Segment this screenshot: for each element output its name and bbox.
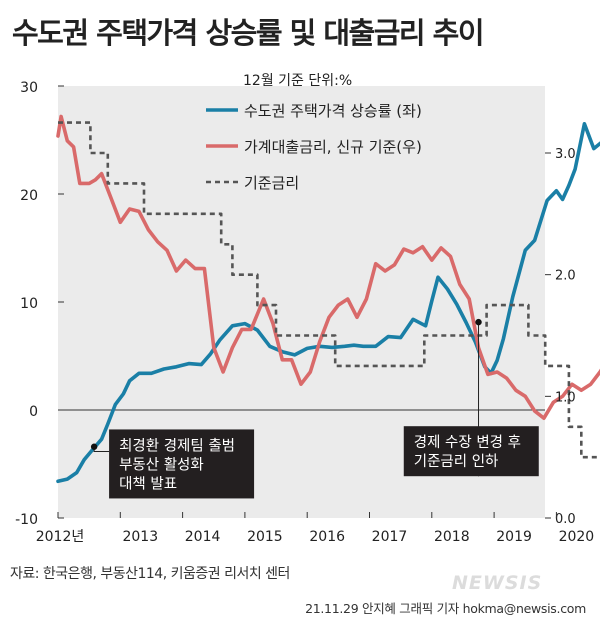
y-left-tick-label: -10 — [15, 512, 38, 528]
source-note: 자료: 한국은행, 부동산114, 키움증권 리서치 센터 — [10, 566, 290, 582]
y-left-tick-label: 0 — [29, 404, 38, 420]
y-right-tick-label: 0.0 — [555, 512, 576, 527]
x-tick-label: 2020 — [559, 529, 595, 545]
x-tick-label: 2018 — [434, 529, 470, 545]
annotation-choi-box — [109, 429, 255, 499]
chart-svg: 30 20 10 0 -10 3.0 2.0 1.0 0.0 2012년 2013 2014 2015 2… — [15, 73, 600, 545]
y-right-tick-label: 3.0 — [555, 147, 576, 162]
unit-note: 12월 기준 단위:% — [243, 73, 352, 89]
x-tick-label: 2016 — [309, 529, 345, 545]
annotation-choi-marker — [90, 443, 98, 450]
y-left-tick-label: 20 — [20, 188, 38, 204]
legend-label-0: 수도권 주택가격 상승률 (좌) — [244, 102, 422, 120]
y-right-tick-label: 1.0 — [555, 390, 576, 405]
y-left-tick-label: 10 — [20, 296, 38, 312]
annotation-policy-text: 경제 수장 변경 후 — [414, 434, 521, 451]
annotation-choi-text: 부동산 활성화 — [119, 456, 204, 473]
series-line-0 — [56, 122, 600, 484]
x-tick-label: 2017 — [372, 529, 408, 545]
x-tick-label: 2015 — [247, 529, 283, 545]
x-tick-label: 2014 — [185, 529, 221, 545]
annotation-policy-marker — [475, 318, 482, 326]
credit-line: 21.11.29 안지혜 그래픽 기자 hokma@newsis.com — [305, 601, 586, 616]
x-tick-label: 2012년 — [36, 529, 85, 545]
footer-bar: 21.11.29 안지혜 그래픽 기자 hokma@newsis.com — [0, 594, 600, 617]
x-tick-label: 2013 — [122, 529, 158, 545]
x-tick-label: 2019 — [496, 529, 532, 545]
annotation-policy-text: 기준금리 인하 — [414, 453, 499, 470]
y-right-tick-label: 2.0 — [555, 269, 576, 284]
annotation-policy-box — [403, 426, 539, 477]
annotation-choi-text: 대책 발표 — [119, 475, 177, 492]
series-line-2 — [58, 121, 600, 459]
newsis-watermark: NEWSIS — [452, 572, 543, 594]
legend-label-1: 가계대출금리, 신규 기준(우) — [244, 138, 422, 156]
chart-title: 수도권 주택가격 상승률 및 대출금리 추이 — [12, 16, 485, 50]
legend: 12월 기준 단위:% 수도권 주택가격 상승률 (좌) 가계대출금리, 신규 기준… — [206, 73, 422, 192]
series-line-1 — [56, 114, 600, 420]
legend-label-2: 기준금리 — [244, 174, 299, 192]
annotation-choi-text: 최경환 경제팀 출범 — [119, 437, 235, 454]
y-left-tick-label: 30 — [20, 80, 38, 96]
